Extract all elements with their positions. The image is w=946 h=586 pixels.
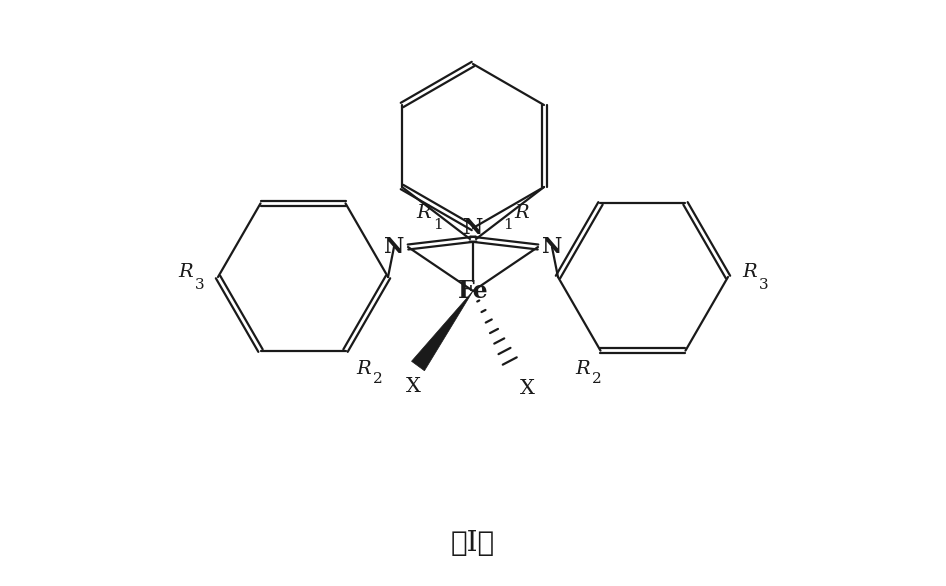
Text: X: X <box>519 380 534 398</box>
Text: R: R <box>743 263 758 281</box>
Polygon shape <box>412 291 473 371</box>
Text: 2: 2 <box>373 372 382 386</box>
Text: N: N <box>463 217 483 239</box>
Text: X: X <box>406 376 420 396</box>
Text: 3: 3 <box>195 278 205 292</box>
Text: 1: 1 <box>433 218 443 232</box>
Text: R: R <box>179 263 193 281</box>
Text: R: R <box>357 360 371 377</box>
Text: N: N <box>542 236 562 258</box>
Text: Fe: Fe <box>458 279 488 303</box>
Text: R: R <box>575 360 589 377</box>
Text: 2: 2 <box>591 372 602 386</box>
Text: R: R <box>515 204 530 222</box>
Text: N: N <box>384 236 404 258</box>
Text: 1: 1 <box>503 218 513 232</box>
Text: 3: 3 <box>760 278 769 292</box>
Text: R: R <box>416 204 431 222</box>
Text: （Ⅰ）: （Ⅰ） <box>451 530 495 557</box>
